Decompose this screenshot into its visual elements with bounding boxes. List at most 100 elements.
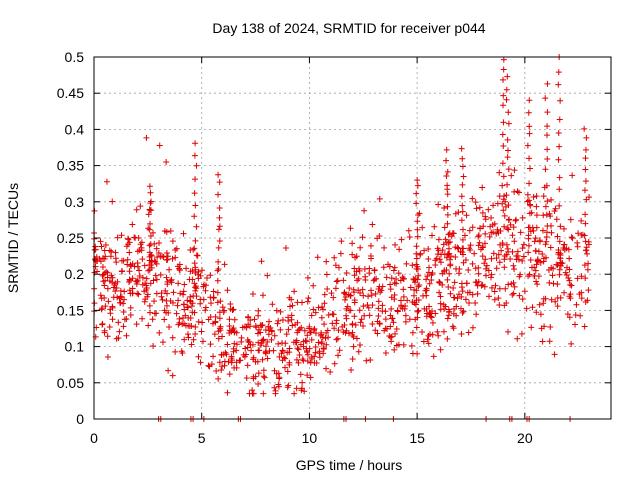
data-point [402,318,409,325]
data-point [184,304,191,311]
data-point [147,309,154,316]
data-point [507,255,514,262]
data-point [371,267,378,274]
data-point [414,314,421,321]
data-point [302,337,309,344]
y-tick-label: 0.35 [57,158,84,174]
data-point [335,352,342,359]
data-point [391,279,398,286]
data-point [391,346,398,353]
data-point [165,309,172,316]
data-point [360,322,367,329]
data-point [534,281,541,288]
data-point [275,317,282,324]
data-point [561,246,568,253]
data-point [542,166,549,173]
data-point [501,256,508,263]
data-point [260,390,267,397]
data-point [214,299,221,306]
data-point [145,211,152,218]
data-point [107,310,114,317]
data-point [503,241,510,248]
data-point [556,143,563,150]
data-point [450,294,457,301]
data-point [496,301,503,308]
data-point [310,306,317,313]
data-point [146,302,153,309]
data-point [413,287,420,294]
data-point [98,306,105,313]
data-point [526,210,533,217]
data-point [443,157,450,164]
data-point [414,276,421,283]
data-point [416,282,423,289]
data-point [139,274,146,281]
data-point [191,280,198,287]
data-point [444,168,451,175]
data-point [533,193,540,200]
data-point [180,301,187,308]
data-point [216,238,223,245]
data-point [188,322,195,329]
data-point [133,321,140,328]
data-point [402,302,409,309]
data-point [295,327,302,334]
data-point [364,301,371,308]
data-point [526,130,533,137]
data-point [207,272,214,279]
data-point [300,343,307,350]
data-point [192,266,199,273]
data-point [436,279,443,286]
data-point [104,354,111,361]
data-point [308,312,315,319]
data-point [565,274,572,281]
data-point [503,192,510,199]
data-point [573,301,580,308]
data-point [582,178,589,185]
data-point [126,287,133,294]
data-point [199,338,206,345]
data-point [97,238,104,245]
data-point [414,266,421,273]
data-point [444,315,451,322]
data-point [465,329,472,336]
data-point [415,211,422,218]
data-point [146,257,153,264]
data-point [499,182,506,189]
data-point [318,314,325,321]
data-point [299,379,306,386]
data-point [436,289,443,296]
data-point [508,280,515,287]
data-point [437,346,444,353]
data-point [187,298,194,305]
data-point [109,274,116,281]
data-point [192,176,199,183]
data-point [159,296,166,303]
data-point [536,237,543,244]
data-point [120,300,127,307]
data-point [451,279,458,286]
data-point [396,246,403,253]
data-point [490,250,497,257]
data-point [276,353,283,360]
data-point [463,280,470,287]
data-point [334,335,341,342]
data-point [544,198,551,205]
data-point [444,211,451,218]
data-point [578,273,585,280]
data-point [366,270,373,277]
data-point [460,245,467,252]
data-point [169,299,176,306]
data-point [581,323,588,330]
data-point [469,324,476,331]
data-point [239,324,246,331]
data-point [557,259,564,266]
data-point [191,190,198,197]
data-point [361,312,368,319]
data-point [349,240,356,247]
data-point [547,244,554,251]
data-point [255,339,262,346]
data-point [261,374,268,381]
data-point [511,188,518,195]
data-point [533,278,540,285]
